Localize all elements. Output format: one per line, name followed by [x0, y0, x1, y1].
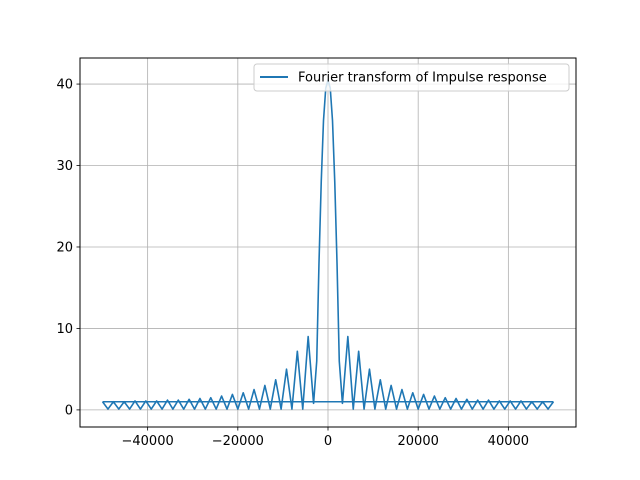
x-tick-label: 20000 — [398, 434, 439, 449]
x-tick-label: 0 — [324, 434, 332, 449]
legend-box — [253, 63, 570, 92]
y-tick-label: 40 — [56, 78, 73, 93]
y-tick-label: 30 — [56, 159, 73, 174]
x-tick-label: −40000 — [122, 434, 174, 449]
x-axis-ticks: −40000 −20000 0 20000 40000 — [122, 427, 529, 449]
x-tick-label: −20000 — [212, 434, 264, 449]
y-axis-ticks: 0 10 20 30 40 — [56, 78, 80, 418]
y-tick-label: 10 — [56, 322, 73, 337]
legend-label: Fourier transform of Impulse response — [298, 71, 547, 86]
legend: Fourier transform of Impulse response — [253, 63, 570, 92]
x-tick-label: 40000 — [488, 434, 529, 449]
y-tick-label: 20 — [56, 240, 73, 255]
y-tick-label: 0 — [65, 403, 73, 418]
